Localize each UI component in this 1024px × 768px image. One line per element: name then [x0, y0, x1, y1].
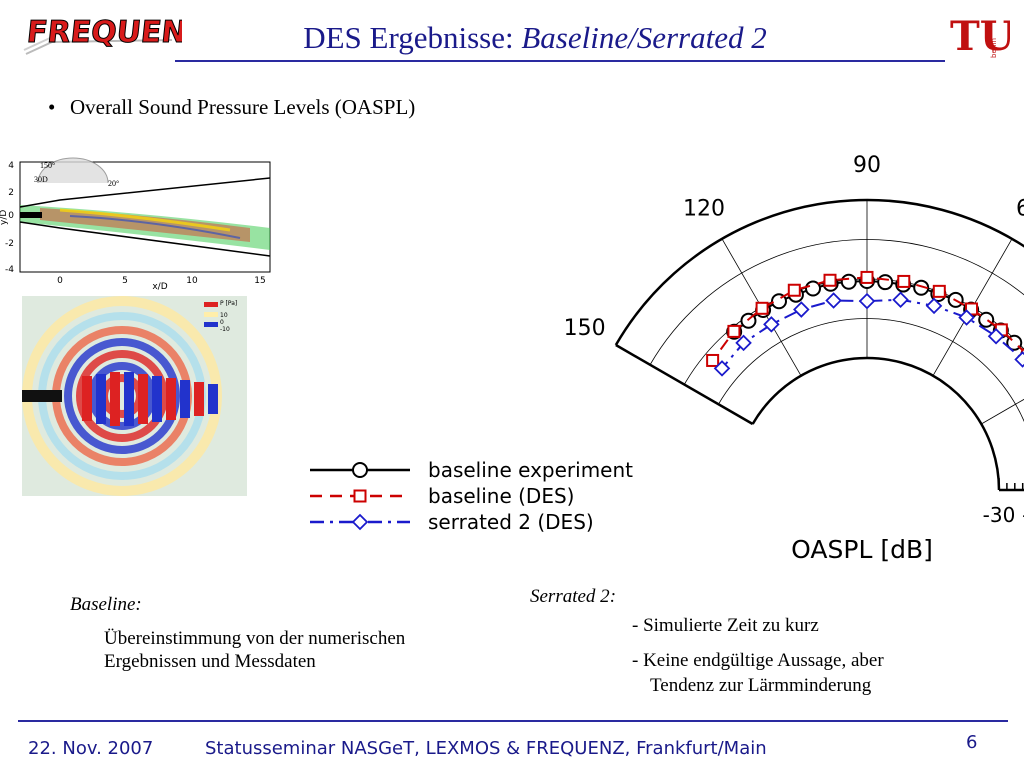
oaspl-polar-chart: -30-20-100100306090120150OASPL [dB] base…	[310, 153, 1024, 564]
polar-series	[706, 270, 1024, 377]
data-point-diamond	[892, 291, 909, 308]
svg-text:-2: -2	[5, 239, 14, 249]
data-point-diamond	[351, 513, 369, 531]
svg-text:150°: 150°	[40, 161, 55, 170]
svg-text:20°: 20°	[108, 179, 119, 188]
svg-text:y/D: y/D	[0, 210, 9, 225]
serrated-note-line: Tendenz zur Lärmminderung	[650, 675, 872, 696]
end-axis	[615, 343, 754, 426]
svg-text:berlin: berlin	[990, 38, 998, 58]
legend-label: baseline experiment	[428, 458, 633, 482]
data-point-square	[727, 324, 741, 338]
axis-label: OASPL [dB]	[791, 535, 933, 564]
svg-text:10: 10	[186, 276, 198, 286]
serrated-note-heading: Serrated 2:	[530, 586, 617, 607]
data-point-diamond	[793, 301, 810, 318]
data-point-diamond	[763, 316, 780, 333]
data-point-square	[755, 301, 769, 315]
data-point-diamond	[925, 297, 943, 315]
grid-arc	[649, 239, 1024, 365]
bullet-item: • Overall Sound Pressure Levels (OASPL)	[48, 95, 416, 119]
page-number: 6	[966, 732, 978, 753]
svg-text:5: 5	[122, 276, 128, 286]
pressure-field-image: P [Pa] 10 0 -10	[22, 296, 247, 496]
data-point-circle	[877, 274, 894, 291]
logo-wordmark: FREQUENZ	[25, 15, 182, 50]
radial-tick-label: -20	[1022, 503, 1024, 527]
data-point-circle	[352, 462, 368, 478]
polar-axes: -30-20-100100306090120150OASPL [dB]	[564, 153, 1024, 564]
data-point-circle	[913, 279, 930, 296]
radial-tick-label: -30	[983, 503, 1016, 527]
svg-text:P [Pa]: P [Pa]	[220, 300, 237, 307]
data-point-diamond	[958, 309, 975, 326]
data-point-square	[823, 273, 837, 287]
svg-text:15: 15	[254, 276, 265, 286]
svg-text:10: 10	[220, 312, 228, 319]
serrated-note-line: - Simulierte Zeit zu kurz	[632, 615, 819, 636]
data-point-diamond	[987, 327, 1005, 345]
svg-text:x/D: x/D	[152, 282, 167, 290]
svg-text:TU: TU	[950, 13, 1010, 60]
baseline-note-line: Übereinstimmung von der numerischen	[104, 628, 406, 649]
baseline-note-line: Ergebnissen und Messdaten	[104, 651, 316, 672]
data-point-diamond	[713, 360, 731, 377]
outer-arc	[614, 198, 1024, 346]
data-point-diamond	[1014, 351, 1024, 368]
data-point-square	[787, 283, 801, 297]
tu-berlin-logo: TU berlin	[950, 13, 1010, 60]
data-point-diamond	[825, 292, 842, 309]
svg-text:0: 0	[57, 276, 63, 286]
data-point-diamond	[858, 292, 876, 310]
page-title: DES Ergebnisse: Baseline/Serrated 2	[303, 20, 767, 55]
svg-text:2: 2	[8, 188, 14, 198]
jet-wave-bands	[82, 372, 218, 426]
svg-text:30D: 30D	[34, 175, 48, 184]
data-point-circle	[978, 311, 995, 328]
legend-label: serrated 2 (DES)	[428, 510, 594, 534]
data-point-circle	[840, 273, 857, 290]
angle-tick-label: 150	[564, 316, 606, 341]
legend-label: baseline (DES)	[428, 484, 574, 508]
baseline-note-heading: Baseline:	[70, 594, 142, 615]
svg-text:0: 0	[220, 319, 224, 326]
angle-tick-label: 120	[683, 197, 725, 222]
bullet-dot-icon: •	[48, 95, 56, 119]
svg-text:-4: -4	[5, 265, 14, 275]
footer-date: 22. Nov. 2007	[28, 738, 154, 759]
title-divider	[175, 60, 945, 62]
svg-text:0: 0	[8, 211, 14, 221]
data-point-square	[353, 489, 367, 503]
footer-event: Statusseminar NASGeT, LEXMOS & FREQUENZ,…	[205, 738, 767, 759]
footer-divider	[18, 720, 1008, 722]
svg-text:-10: -10	[220, 326, 230, 333]
angle-tick-label: 90	[853, 153, 881, 178]
data-point-square	[860, 270, 874, 284]
data-point-square	[897, 274, 911, 288]
angle-tick-label: 60	[1016, 197, 1024, 222]
data-point-square	[932, 284, 946, 298]
svg-text:4: 4	[8, 161, 14, 171]
data-point-diamond	[735, 334, 752, 352]
inner-arc	[751, 356, 1001, 491]
data-point-square	[706, 353, 720, 367]
serrated-note-line: - Keine endgültige Aussage, aber	[632, 650, 884, 671]
grid-spoke	[981, 398, 1024, 425]
polar-grid	[649, 200, 1024, 425]
jet-flow-field-image: 150° 30D 20° 4 2 0 -2 -4 y/D 0 5 10 15 x…	[0, 157, 271, 290]
frequenz-logo: FREQUENZ	[23, 15, 182, 55]
grid-arc	[718, 318, 1024, 423]
